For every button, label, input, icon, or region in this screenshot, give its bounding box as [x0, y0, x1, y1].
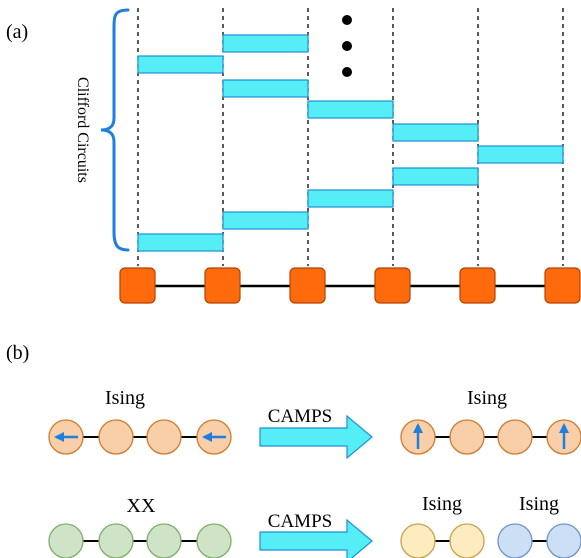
- spin-site: [98, 419, 134, 455]
- gate: [477, 145, 564, 164]
- mps-tensor: [544, 267, 581, 304]
- left-chain-label: XX: [127, 495, 156, 517]
- row-ising: Ising CAMPS Ising: [48, 387, 581, 460]
- spin-site: [48, 523, 84, 558]
- dot: [342, 67, 352, 77]
- spin-site: [497, 523, 533, 558]
- mps-tensor: [374, 267, 411, 304]
- spin-site: [400, 523, 436, 558]
- spin-site: [196, 523, 232, 558]
- gate: [392, 123, 479, 142]
- gate: [307, 100, 394, 119]
- mps-tensor: [459, 267, 496, 304]
- gate: [137, 55, 224, 74]
- right-chain-label-2: Ising: [519, 493, 559, 515]
- mps-tensor: [119, 267, 156, 304]
- spin-site: [146, 419, 182, 455]
- spin-site: [497, 419, 533, 455]
- gate: [137, 233, 224, 252]
- gate: [307, 189, 394, 208]
- bracket-label: Clifford Circuits: [74, 77, 91, 183]
- spin-site: [146, 523, 182, 558]
- panel-a-label: (a): [6, 21, 28, 43]
- gate: [222, 79, 309, 98]
- mps-tensors: [119, 267, 581, 304]
- right-chain-label: Ising: [467, 387, 507, 409]
- clifford-gates: [137, 34, 564, 252]
- gate: [222, 211, 309, 230]
- dot: [342, 41, 352, 51]
- transform-arrow-icon: [259, 518, 373, 558]
- mps-tensor: [289, 267, 326, 304]
- camps-label: CAMPS: [268, 511, 332, 532]
- transform-arrow-icon: [259, 414, 373, 460]
- bracket-icon: [100, 8, 130, 252]
- gate: [222, 34, 309, 53]
- left-chain-label: Ising: [105, 387, 145, 409]
- spin-site: [98, 523, 134, 558]
- dot: [342, 15, 352, 25]
- spin-site: [546, 523, 581, 558]
- ellipsis-dots: [342, 15, 352, 77]
- gate: [392, 167, 479, 186]
- row-xx: XX CAMPS Ising Ising: [48, 493, 581, 558]
- camps-label: CAMPS: [268, 406, 332, 427]
- panel-a: (a): [6, 8, 581, 304]
- panel-b-label: (b): [6, 342, 29, 364]
- right-chain-label-1: Ising: [422, 493, 462, 515]
- spin-site: [449, 523, 485, 558]
- mps-tensor: [204, 267, 241, 304]
- spin-site: [449, 419, 485, 455]
- panel-b: (b) Ising CAMPS Ising: [6, 342, 581, 558]
